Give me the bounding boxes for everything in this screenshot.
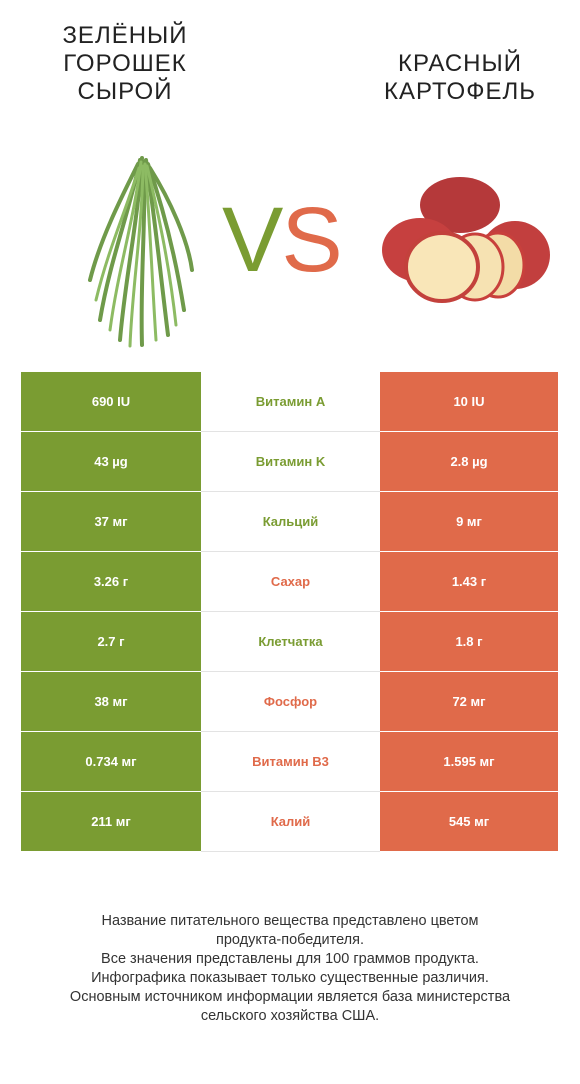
table-row: 0.734 мг Витамин B3 1.595 мг: [21, 732, 558, 792]
left-value: 3.26 г: [21, 552, 201, 612]
right-value: 9 мг: [380, 492, 558, 552]
footer-line: Все значения представлены для 100 граммо…: [101, 951, 479, 967]
footer-line: Основным источником информации является …: [69, 989, 511, 1005]
nutrient-name: Витамин B3: [201, 732, 380, 792]
footer-line: продукта-победителя.: [215, 932, 365, 948]
comparison-table: 690 IU Витамин A 10 IU 43 µg Витамин K 2.8 µg…: [21, 372, 558, 852]
right-value: 72 мг: [380, 672, 558, 732]
left-value: 690 IU: [21, 372, 201, 432]
footer-line: Инфографика показывает только существенн…: [91, 970, 489, 986]
nutrient-name: Фосфор: [201, 672, 380, 732]
nutrient-name: Витамин K: [201, 432, 380, 492]
left-value: 38 мг: [21, 672, 201, 732]
footer-line: Название питательного вещества представл…: [101, 913, 479, 929]
vs-s: S: [281, 189, 342, 291]
right-value: 1.43 г: [380, 552, 558, 612]
footer-note: Название питательного вещества представл…: [20, 912, 560, 1026]
red-potato-image: [382, 177, 550, 303]
left-value: 2.7 г: [21, 612, 201, 672]
vs-label: VS: [222, 189, 343, 291]
left-value: 0.734 мг: [21, 732, 201, 792]
left-food-title: ЗЕЛЁНЫЙ ГОРОШЕК СЫРОЙ: [62, 22, 188, 105]
right-value: 2.8 µg: [380, 432, 558, 492]
table-row: 37 мг Кальций 9 мг: [21, 492, 558, 552]
table-row: 211 мг Калий 545 мг: [21, 792, 558, 852]
nutrient-name: Сахар: [201, 552, 380, 612]
left-value: 43 µg: [21, 432, 201, 492]
table-row: 3.26 г Сахар 1.43 г: [21, 552, 558, 612]
nutrient-name: Калий: [201, 792, 380, 852]
right-food-title: КРАСНЫЙ КАРТОФЕЛЬ: [384, 50, 536, 105]
right-value: 545 мг: [380, 792, 558, 852]
vs-v: V: [222, 189, 283, 291]
right-value: 1.595 мг: [380, 732, 558, 792]
table-row: 690 IU Витамин A 10 IU: [21, 372, 558, 432]
left-value: 37 мг: [21, 492, 201, 552]
green-beans-image: [88, 156, 194, 348]
table-row: 2.7 г Клетчатка 1.8 г: [21, 612, 558, 672]
nutrient-name: Клетчатка: [201, 612, 380, 672]
right-value: 10 IU: [380, 372, 558, 432]
table-row: 43 µg Витамин K 2.8 µg: [21, 432, 558, 492]
left-value: 211 мг: [21, 792, 201, 852]
right-value: 1.8 г: [380, 612, 558, 672]
footer-line: сельского хозяйства США.: [200, 1008, 380, 1024]
nutrient-name: Витамин A: [201, 372, 380, 432]
table-row: 38 мг Фосфор 72 мг: [21, 672, 558, 732]
nutrient-name: Кальций: [201, 492, 380, 552]
